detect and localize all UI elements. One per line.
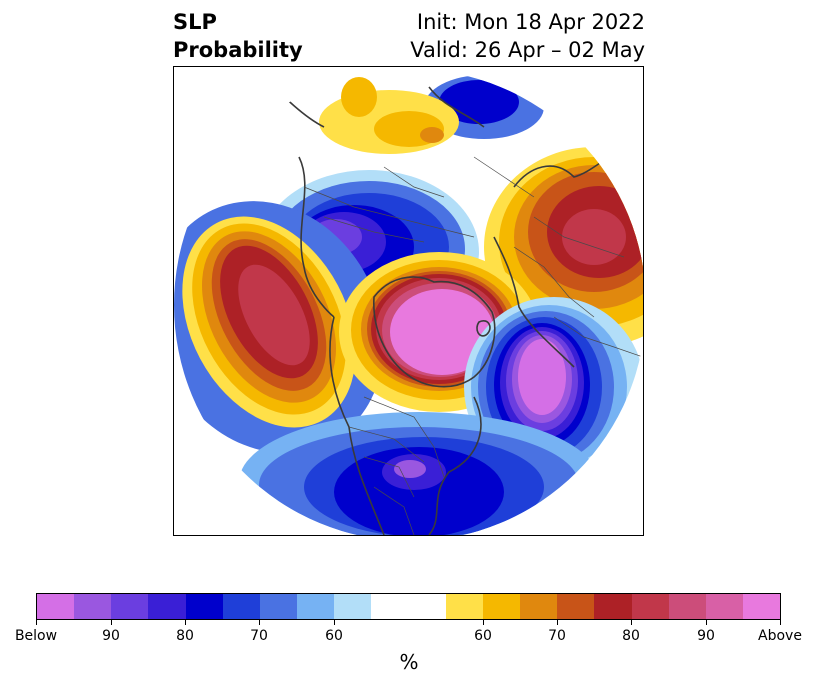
product-label: Probability <box>173 38 303 62</box>
colorbar-tick-label: 80 <box>622 628 640 644</box>
valid-range-label: Valid: 26 Apr – 02 May <box>410 38 645 62</box>
colorbar-tick-label: 80 <box>176 628 194 644</box>
colorbar-swatch <box>445 594 483 619</box>
colorbar-tick-mark <box>630 620 632 625</box>
colorbar-swatch <box>631 594 669 619</box>
colorbar-swatch <box>520 594 558 619</box>
colorbar-tick-label: 70 <box>548 628 566 644</box>
colorbar-tick-label: 90 <box>102 628 120 644</box>
colorbar-tick-mark <box>779 620 781 625</box>
colorbar-unit-label: % <box>399 650 419 674</box>
colorbar <box>36 593 781 620</box>
colorbar-swatch <box>557 594 595 619</box>
colorbar-tick-label: 60 <box>474 628 492 644</box>
colorbar-swatch <box>742 594 781 619</box>
colorbar-tick-label: 60 <box>325 628 343 644</box>
colorbar-tick-label: 90 <box>697 628 715 644</box>
init-date-label: Init: Mon 18 Apr 2022 <box>416 10 645 34</box>
colorbar-swatch <box>705 594 743 619</box>
colorbar-swatch <box>222 594 260 619</box>
variable-label: SLP <box>173 10 217 34</box>
colorbar-tick-mark <box>258 620 260 625</box>
colorbar-swatch <box>148 594 186 619</box>
colorbar-swatch <box>37 594 75 619</box>
colorbar-swatch <box>371 594 409 619</box>
colorbar-swatch <box>408 594 446 619</box>
colorbar-tick-mark <box>705 620 707 625</box>
probability-map <box>173 66 644 536</box>
plot-title-left: SLP Probability <box>173 8 303 64</box>
polar-map-svg <box>174 69 643 535</box>
colorbar-tick-mark <box>184 620 186 625</box>
colorbar-swatch <box>668 594 706 619</box>
plot-title-right: Init: Mon 18 Apr 2022 Valid: 26 Apr – 02… <box>410 8 645 64</box>
colorbar-swatch <box>297 594 335 619</box>
colorbar-tick-label: 70 <box>250 628 268 644</box>
colorbar-swatch <box>185 594 223 619</box>
barents-above-anomaly <box>319 77 459 154</box>
eastern-us-below-anomaly <box>239 412 599 535</box>
colorbar-tick-mark <box>110 620 112 625</box>
colorbar-tick-mark <box>35 620 37 625</box>
colorbar-swatch <box>111 594 149 619</box>
colorbar-swatch <box>259 594 298 619</box>
colorbar-tick-mark <box>556 620 558 625</box>
colorbar-tick-mark <box>333 620 335 625</box>
colorbar-tick-label: Above <box>758 628 802 644</box>
colorbar-tick-mark <box>482 620 484 625</box>
colorbar-swatch <box>74 594 112 619</box>
political-borders <box>303 156 643 535</box>
colorbar-tick-label: Below <box>14 628 58 644</box>
colorbar-swatch <box>482 594 521 619</box>
colorbar-swatch <box>594 594 632 619</box>
colorbar-swatch <box>334 594 372 619</box>
north-pacific-above-anomaly <box>174 201 384 453</box>
